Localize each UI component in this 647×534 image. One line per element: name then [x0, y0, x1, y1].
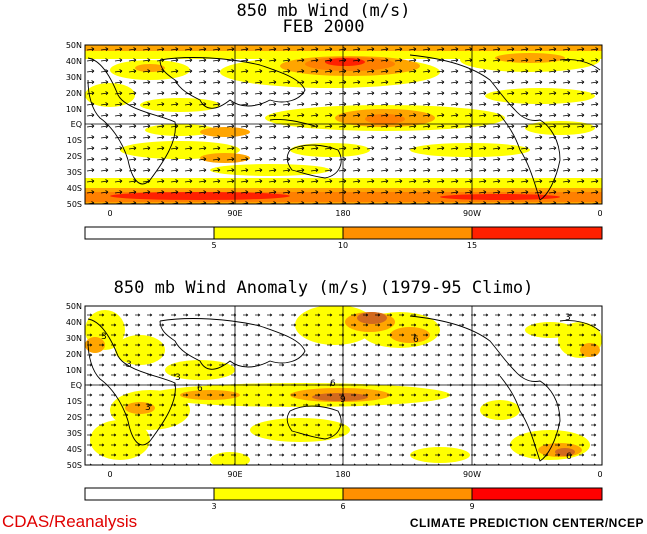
bottom-lon-label: 180	[335, 470, 350, 479]
contour-label: 6	[330, 379, 336, 389]
bottom-lat-label: 40N	[66, 318, 82, 327]
top-colorbar-segment-3	[471, 226, 603, 240]
producer-credit: CLIMATE PREDICTION CENTER/NCEP	[409, 516, 644, 530]
bottom-map-gridlines	[85, 306, 602, 465]
contour-label: 3	[175, 373, 181, 383]
top-colorbar-segment-1	[213, 226, 344, 240]
top-lat-label: 30N	[66, 73, 82, 82]
bottom-lat-label: 20N	[66, 350, 82, 359]
top-lat-label: 40S	[67, 184, 82, 193]
bottom-colorbar-tick: 6	[340, 502, 345, 511]
top-colorbar-tick: 15	[467, 241, 477, 250]
contour-label: 6	[413, 335, 419, 345]
top-colorbar-tick: 5	[211, 241, 216, 250]
top-lon-label: 90W	[463, 209, 481, 218]
contour-label: 3	[126, 360, 132, 370]
top-lon-label: 0	[107, 209, 112, 218]
top-lon-label: 90E	[227, 209, 242, 218]
contour-label: 6	[566, 452, 572, 462]
bottom-colorbar-tick: 3	[211, 502, 216, 511]
top-map-frame	[84, 44, 603, 205]
top-map	[85, 45, 602, 204]
bottom-colorbar-segment-3	[471, 487, 603, 501]
top-lon-label: 180	[335, 209, 350, 218]
bottom-lon-label: 0	[597, 470, 602, 479]
top-lon-label: 0	[597, 209, 602, 218]
top-lat-label: 20N	[66, 89, 82, 98]
bottom-map-wind-vectors	[85, 306, 602, 465]
bottom-colorbar-tick: 9	[469, 502, 474, 511]
top-lat-label: 50N	[66, 41, 82, 50]
contour-label: 3	[101, 332, 107, 342]
bottom-lat-label: 10N	[66, 366, 82, 375]
top-map-wind-vectors	[85, 45, 602, 204]
top-lat-label: 30S	[67, 168, 82, 177]
bottom-lon-label: 90W	[463, 470, 481, 479]
bottom-lon-label: 0	[107, 470, 112, 479]
data-source-credit: CDAS/Reanalysis	[2, 512, 138, 531]
bottom-lat-label: 40S	[67, 445, 82, 454]
bottom-lat-label: 30N	[66, 334, 82, 343]
contour-label: 9	[340, 395, 346, 405]
top-map-title-line1: 850 mb Wind (m/s)	[236, 1, 411, 21]
top-map-title-line2: FEB 2000	[282, 17, 365, 37]
bottom-colorbar	[84, 487, 603, 501]
bottom-map: 3 3 3 3 6 6 9 6 3 6	[85, 306, 602, 465]
top-colorbar	[84, 226, 603, 240]
bottom-colorbar-segment-2	[342, 487, 473, 501]
top-lat-label: 10N	[66, 105, 82, 114]
bottom-map-coastlines	[87, 315, 601, 462]
top-lat-label: 40N	[66, 57, 82, 66]
top-lat-label: EQ	[71, 120, 82, 129]
contour-label: 3	[565, 313, 571, 323]
bottom-lat-label: EQ	[71, 381, 82, 390]
bottom-colorbar-segment-1	[213, 487, 344, 501]
top-lat-label: 20S	[67, 152, 82, 161]
top-colorbar-tick: 10	[338, 241, 348, 250]
top-colorbar-segment-2	[342, 226, 473, 240]
top-colorbar-segment-0	[84, 226, 215, 240]
bottom-lat-label: 10S	[67, 397, 82, 406]
top-lat-label: 50S	[67, 200, 82, 209]
bottom-map-frame	[84, 305, 603, 466]
bottom-lat-label: 50S	[67, 461, 82, 470]
top-map-coastlines	[87, 54, 601, 201]
top-map-gridlines	[85, 45, 602, 204]
contour-label: 6	[197, 384, 203, 394]
bottom-lon-label: 90E	[227, 470, 242, 479]
bottom-map-title: 850 mb Wind Anomaly (m/s) (1979-95 Climo…	[113, 278, 534, 298]
bottom-lat-label: 50N	[66, 302, 82, 311]
bottom-lat-label: 20S	[67, 413, 82, 422]
top-lat-label: 10S	[67, 136, 82, 145]
bottom-colorbar-segment-0	[84, 487, 215, 501]
bottom-lat-label: 30S	[67, 429, 82, 438]
contour-label: 3	[145, 403, 151, 413]
